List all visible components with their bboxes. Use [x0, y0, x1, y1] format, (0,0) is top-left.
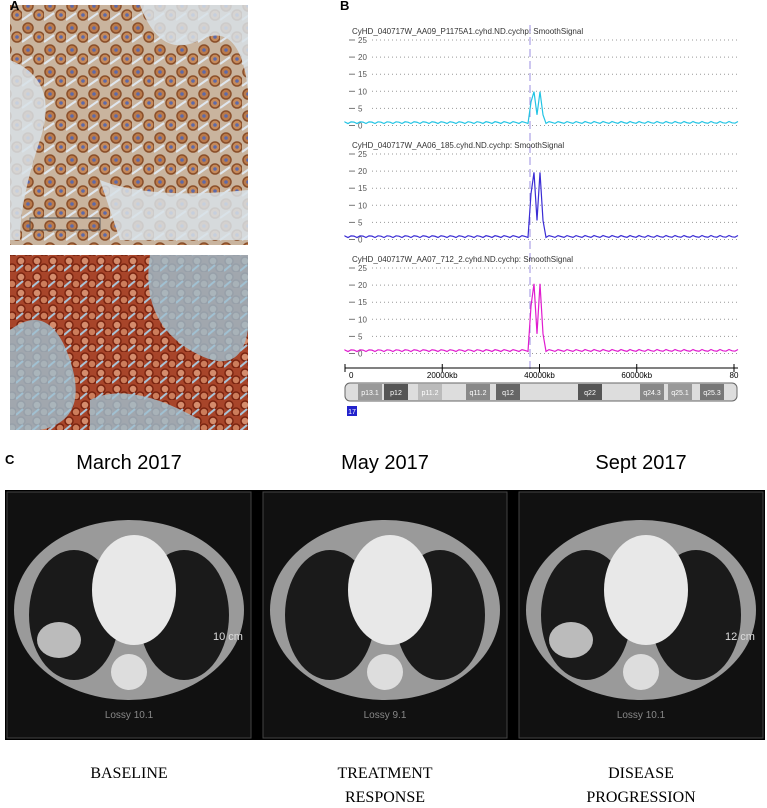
- track-title: CyHD_040717W_AA09_P1175A1.cyhd.ND.cychp:…: [352, 27, 583, 36]
- spine: [111, 654, 147, 690]
- y-tick-label: 5: [358, 218, 363, 227]
- scan-caption: BASELINE: [90, 765, 168, 782]
- lesion: [549, 622, 593, 658]
- chromosome-label: 17: [348, 409, 356, 416]
- y-tick-label: 15: [358, 184, 367, 193]
- spine: [623, 654, 659, 690]
- y-tick-label: 20: [358, 167, 367, 176]
- y-tick-label: 5: [358, 332, 363, 341]
- panel-label: A: [10, 0, 20, 13]
- band: [640, 384, 664, 400]
- x-tick-label: 40000kb: [524, 371, 555, 380]
- scan-lossy: Lossy 10.1: [105, 710, 154, 721]
- band: [700, 384, 724, 400]
- y-tick-label: 25: [358, 36, 367, 45]
- y-tick-label: 20: [358, 53, 367, 62]
- y-tick-label: 25: [358, 150, 367, 159]
- scale-bar: [29, 217, 101, 231]
- scan-lossy: Lossy 9.1: [364, 710, 407, 721]
- scan-date: May 2017: [341, 452, 429, 474]
- scan-caption: DISEASE PROGRESSION: [586, 765, 696, 806]
- y-tick-label: 0: [358, 236, 363, 245]
- band-label: p13.1: [361, 390, 379, 397]
- x-tick-label: 60000kb: [621, 371, 652, 380]
- y-tick-label: 0: [358, 350, 363, 359]
- scan-date: March 2017: [76, 452, 182, 474]
- y-tick-label: 20: [358, 281, 367, 290]
- scan-size: 12 cm: [725, 631, 755, 643]
- chromosome-box: [347, 406, 357, 416]
- y-tick-label: 10: [358, 87, 367, 96]
- scan-size: 10 cm: [213, 631, 243, 643]
- stroma: [10, 255, 248, 430]
- x-tick-label: 80: [730, 371, 739, 380]
- panel-label: C: [5, 452, 15, 467]
- lesion: [37, 622, 81, 658]
- track-title: CyHD_040717W_AA07_712_2.cyhd.ND.cychp: S…: [352, 255, 573, 264]
- band-label: q25.3: [703, 390, 721, 397]
- band: [358, 384, 382, 400]
- scan-lossy: Lossy 10.1: [617, 710, 666, 721]
- heart: [604, 535, 688, 645]
- band: [496, 384, 520, 400]
- scan-caption: TREATMENT RESPONSE: [337, 765, 433, 806]
- band-label: q12: [502, 390, 514, 397]
- scan-date: Sept 2017: [595, 452, 687, 474]
- band: [668, 384, 692, 400]
- band-label: p12: [390, 390, 402, 397]
- band: [384, 384, 408, 400]
- heart: [348, 535, 432, 645]
- y-tick-label: 15: [358, 298, 367, 307]
- stroma: [10, 5, 248, 240]
- y-tick-label: 0: [358, 122, 363, 131]
- y-tick-label: 5: [358, 104, 363, 113]
- band-label: p11.2: [422, 390, 439, 397]
- signal-trace: [344, 283, 739, 353]
- ideogram: [344, 382, 738, 402]
- band: [578, 384, 602, 400]
- band-label: q25.1: [671, 390, 689, 397]
- signal-trace: [344, 172, 739, 239]
- y-tick-label: 25: [358, 264, 367, 273]
- y-tick-label: 10: [358, 201, 367, 210]
- panel-label: B: [340, 0, 350, 13]
- band: [466, 384, 490, 400]
- x-tick-label: 0: [349, 371, 354, 380]
- signal-trace: [344, 91, 739, 125]
- band: [418, 384, 442, 400]
- heart: [92, 535, 176, 645]
- spine: [367, 654, 403, 690]
- x-tick-label: 20000kb: [427, 371, 458, 380]
- y-tick-label: 10: [358, 315, 367, 324]
- track-title: CyHD_040717W_AA06_185.cyhd.ND.cychp: Smo…: [352, 141, 564, 150]
- band-label: q11.2: [470, 390, 487, 397]
- band-label: q24.3: [643, 390, 661, 397]
- band-label: q22: [584, 390, 596, 397]
- y-tick-label: 15: [358, 70, 367, 79]
